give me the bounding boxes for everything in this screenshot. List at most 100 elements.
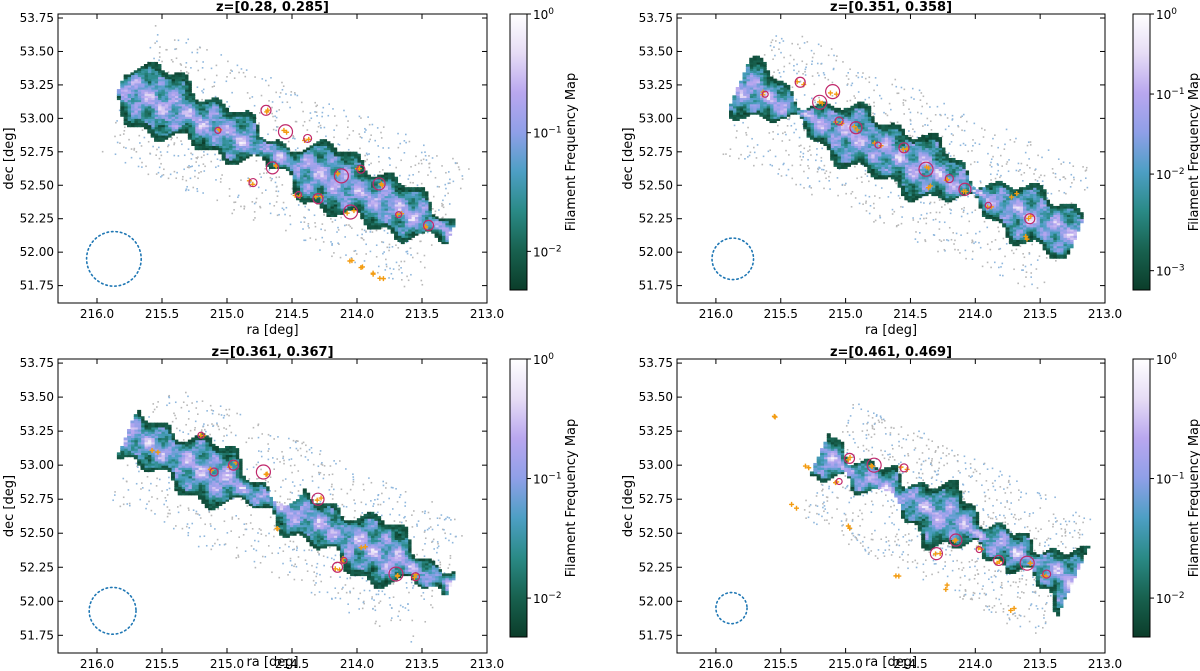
halo-point bbox=[420, 151, 423, 154]
heat-cell bbox=[268, 141, 273, 144]
halo-point bbox=[1004, 143, 1006, 146]
halo-point bbox=[896, 225, 898, 227]
heat-cell bbox=[228, 134, 233, 138]
heat-cell bbox=[177, 126, 182, 130]
heat-cell bbox=[380, 180, 385, 184]
heat-cell bbox=[414, 222, 419, 226]
heat-cell bbox=[394, 199, 399, 203]
heat-cell bbox=[167, 112, 172, 115]
heat-cell bbox=[421, 220, 426, 224]
halo-point bbox=[999, 176, 1001, 179]
halo-point bbox=[410, 165, 412, 168]
heat-cell bbox=[424, 220, 429, 224]
halo-point bbox=[284, 213, 286, 216]
heat-cell bbox=[157, 130, 162, 134]
heat-cell bbox=[1019, 237, 1023, 240]
heat-cell bbox=[157, 76, 162, 80]
heat-cell bbox=[373, 212, 378, 215]
heat-cell bbox=[1039, 218, 1044, 222]
heat-cell bbox=[137, 86, 142, 90]
heat-cell bbox=[1025, 226, 1030, 230]
heat-cell bbox=[174, 72, 179, 76]
heat-cell bbox=[410, 189, 415, 192]
heat-cell bbox=[339, 191, 344, 195]
heat-cell bbox=[998, 199, 1003, 203]
heat-cell bbox=[150, 97, 155, 101]
heat-cell bbox=[181, 126, 186, 130]
halo-point bbox=[170, 59, 173, 61]
heat-cell bbox=[397, 203, 402, 207]
heat-cell bbox=[238, 112, 243, 115]
heat-cell bbox=[154, 130, 159, 134]
halo-point bbox=[215, 64, 218, 67]
halo-point bbox=[808, 145, 811, 148]
heat-cell bbox=[383, 195, 388, 199]
heat-cell bbox=[1022, 195, 1027, 199]
heat-cell bbox=[407, 237, 412, 240]
heat-cell bbox=[373, 195, 378, 199]
halo-point bbox=[345, 224, 348, 226]
heat-cell bbox=[150, 61, 155, 65]
heat-cell bbox=[181, 95, 186, 99]
heat-cell bbox=[208, 112, 213, 115]
halo-point bbox=[154, 42, 156, 44]
heat-cell bbox=[326, 145, 331, 149]
halo-point bbox=[275, 126, 278, 128]
heat-cell bbox=[221, 112, 226, 115]
heat-cell bbox=[397, 226, 402, 230]
heat-cell bbox=[421, 218, 426, 222]
halo-point bbox=[813, 52, 815, 55]
heat-cell bbox=[1076, 226, 1081, 230]
halo-point bbox=[800, 159, 803, 161]
heat-cell bbox=[245, 120, 250, 124]
heat-cell bbox=[1049, 214, 1054, 217]
halo-point bbox=[162, 173, 165, 176]
heat-cell bbox=[1019, 239, 1023, 243]
halo-point bbox=[847, 78, 850, 80]
halo-point bbox=[447, 182, 450, 185]
heat-cell bbox=[367, 180, 371, 184]
heat-cell bbox=[265, 147, 270, 151]
heat-cell bbox=[1052, 245, 1057, 249]
halo-point bbox=[156, 40, 158, 43]
halo-point bbox=[202, 91, 204, 94]
halo-point bbox=[388, 246, 391, 249]
heat-cell bbox=[282, 160, 287, 163]
halo-point bbox=[851, 82, 854, 85]
halo-point bbox=[893, 210, 896, 213]
heat-cell bbox=[353, 178, 358, 182]
heat-cell bbox=[198, 118, 202, 121]
heat-cell bbox=[1008, 203, 1013, 207]
halo-point bbox=[994, 134, 996, 137]
halo-point bbox=[949, 155, 952, 157]
heat-cell bbox=[221, 155, 226, 159]
heat-cell bbox=[1052, 218, 1057, 222]
heat-cell bbox=[1076, 228, 1081, 232]
heat-cell bbox=[319, 143, 324, 147]
heat-cell bbox=[1039, 185, 1044, 188]
heat-cell bbox=[123, 116, 128, 119]
heat-cell bbox=[333, 151, 338, 155]
heat-cell bbox=[218, 151, 223, 155]
heat-cell bbox=[326, 193, 331, 197]
halo-point bbox=[902, 104, 905, 106]
heat-cell bbox=[339, 162, 344, 165]
group-marker bbox=[349, 258, 355, 264]
halo-point bbox=[950, 141, 953, 143]
heat-cell bbox=[407, 220, 412, 224]
heat-cell bbox=[995, 182, 1000, 186]
heat-cell bbox=[397, 218, 402, 222]
heat-cell bbox=[1005, 220, 1010, 224]
halo-point bbox=[321, 223, 324, 225]
halo-point bbox=[1060, 163, 1063, 165]
heat-cell bbox=[292, 153, 297, 157]
heat-cell bbox=[238, 114, 243, 117]
heat-cell bbox=[252, 143, 257, 147]
heat-cell bbox=[995, 180, 1000, 184]
heat-cell bbox=[143, 97, 148, 101]
heat-cell bbox=[170, 78, 175, 82]
heat-cell bbox=[214, 128, 219, 132]
heat-cell bbox=[1039, 201, 1044, 205]
halo-point bbox=[964, 249, 967, 252]
heat-cell bbox=[333, 147, 338, 151]
